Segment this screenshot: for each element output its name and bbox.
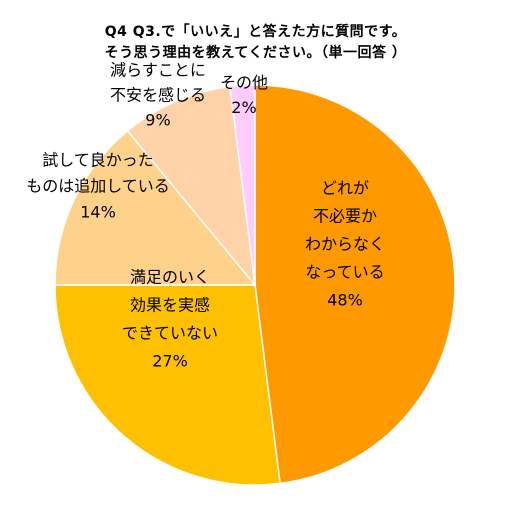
slice-label-2-line-1: ものは追加している bbox=[26, 177, 170, 196]
slice-label-1-line-0: 満足のいく bbox=[130, 268, 210, 287]
pie-slice-4 bbox=[229, 84, 256, 286]
pie-slice-0 bbox=[254, 84, 456, 485]
slice-label-3-line-1: 不安を感じる bbox=[110, 86, 206, 105]
slice-label-3-line-0: 減らすことに bbox=[110, 61, 206, 80]
slice-label-0-line-2: わからなく bbox=[305, 235, 385, 254]
pie-slice-1 bbox=[54, 284, 281, 486]
chart-title-line-2: そう思う理由を教えてください。（単一回答 ） bbox=[104, 45, 407, 61]
slice-label-0-line-0: どれが bbox=[321, 179, 369, 198]
pie-slice-3 bbox=[126, 85, 257, 288]
slice-value-label-4: 2% bbox=[231, 98, 256, 117]
slice-label-1-line-1: 効果を実感 bbox=[130, 296, 210, 315]
pie-slice-2 bbox=[54, 129, 257, 286]
slice-label-2-line-0: 試して良かった bbox=[42, 151, 154, 170]
slice-value-label-3: 9% bbox=[145, 111, 170, 130]
slice-label-1-line-2: できていない bbox=[122, 324, 218, 343]
slice-value-label-1: 27% bbox=[152, 352, 188, 371]
slice-label-0-line-3: なっている bbox=[305, 263, 384, 282]
slice-label-0-line-1: 不必要か bbox=[313, 207, 377, 226]
chart-title-line-1: Q4 Q3.で「いいえ」と答えた方に質問です。 bbox=[104, 24, 407, 40]
slice-label-4-line-0: その他 bbox=[220, 73, 268, 92]
slice-value-label-0: 48% bbox=[327, 291, 363, 310]
slice-value-label-2: 14% bbox=[80, 203, 116, 222]
